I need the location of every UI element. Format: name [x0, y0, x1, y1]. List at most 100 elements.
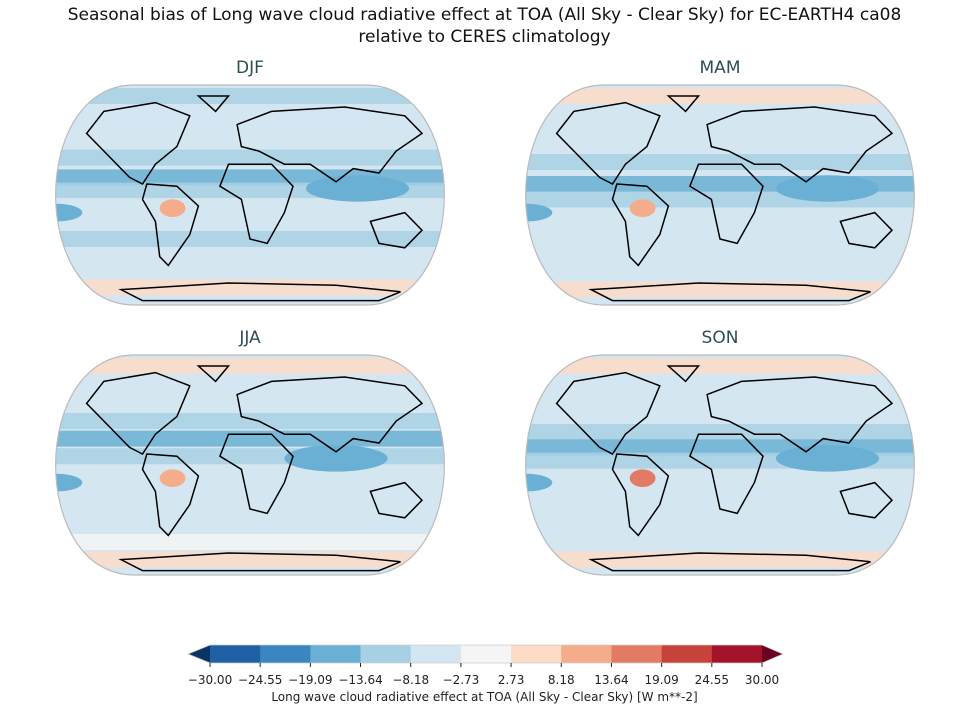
- coastline: [236, 106, 424, 183]
- coastline: [555, 371, 661, 455]
- field-band: [525, 358, 915, 374]
- coastline: [588, 282, 871, 302]
- map-border: [525, 354, 915, 576]
- coastline: [236, 376, 424, 453]
- field-anomaly: [284, 445, 388, 472]
- colorbar-segment: [310, 645, 362, 663]
- field-band: [525, 88, 915, 104]
- colorbar-segment: [410, 645, 462, 663]
- colorbar-tick-label: 24.55: [694, 673, 729, 687]
- field-anomaly: [775, 445, 880, 472]
- field-band: [525, 534, 915, 550]
- field-band: [525, 264, 915, 280]
- coastline: [118, 282, 401, 302]
- colorbar-segment: [661, 645, 713, 663]
- field-anomaly: [629, 199, 656, 217]
- coastline: [196, 365, 231, 383]
- colorbar: [186, 644, 785, 667]
- field-band: [525, 470, 915, 487]
- coastline: [218, 163, 294, 245]
- coastline: [118, 552, 401, 572]
- coastline: [611, 453, 670, 537]
- coastline: [141, 453, 200, 537]
- field-band: [55, 448, 445, 465]
- field-band: [55, 132, 445, 148]
- colorbar-tick-label: 19.09: [644, 673, 679, 687]
- coastline: [85, 371, 191, 455]
- field-band: [55, 391, 445, 407]
- field-band: [525, 176, 915, 192]
- field-anomaly: [629, 469, 656, 488]
- panel-title-jja: JJA: [239, 328, 261, 348]
- coastline: [196, 95, 231, 113]
- colorbar-segment: [511, 645, 562, 663]
- field-band: [525, 209, 915, 225]
- colorbar-tick-label: −19.09: [288, 673, 333, 687]
- coastline: [688, 433, 764, 515]
- field-anomaly: [775, 175, 880, 202]
- colorbar-segment: [360, 645, 412, 663]
- colorbar-segment: [460, 645, 512, 663]
- colorbar-tick-label: 8.18: [547, 673, 575, 687]
- coastline: [588, 552, 871, 572]
- figure-title-line1: Seasonal bias of Long wave cloud radiati…: [67, 5, 902, 25]
- colorbar-segment: [611, 645, 663, 663]
- map-panel-djf: [55, 84, 445, 306]
- field-band: [55, 182, 445, 199]
- coastline: [666, 95, 701, 113]
- coastline: [555, 101, 661, 185]
- panel-title-mam: MAM: [699, 58, 741, 78]
- field-anomaly: [305, 175, 410, 202]
- field-band: [55, 534, 445, 550]
- colorbar-segment: [210, 645, 261, 663]
- colorbar-tick-label: −24.55: [237, 673, 283, 687]
- field-band: [525, 235, 915, 252]
- map-panel-jja: [55, 354, 445, 576]
- colorbar-tick-label: −8.18: [392, 673, 430, 687]
- coastline: [85, 101, 191, 185]
- map-panel-mam: [525, 84, 915, 306]
- field-band: [55, 430, 445, 447]
- field-band: [55, 468, 445, 484]
- field-band: [525, 391, 915, 407]
- colorbar-extend-low: [188, 645, 210, 663]
- field-band: [55, 149, 445, 166]
- field-band: [55, 198, 445, 214]
- colorbar-label: Long wave cloud radiative effect at TOA …: [271, 690, 698, 704]
- colorbar-segment: [711, 645, 763, 663]
- map-border: [55, 354, 445, 576]
- field-band: [55, 413, 445, 429]
- field-band: [525, 154, 915, 170]
- figure-title-line2: relative to CERES climatology: [358, 27, 611, 47]
- colorbar-tick-label: −13.64: [338, 673, 383, 687]
- coastline: [218, 433, 294, 515]
- field-band: [525, 121, 915, 137]
- field-anomaly: [159, 199, 186, 217]
- colorbar-tick-label: −30.00: [187, 673, 233, 687]
- colorbar-segment: [260, 645, 311, 663]
- field-band: [55, 88, 445, 104]
- field-band: [55, 279, 445, 296]
- colorbar-tick-label: 30.00: [744, 673, 780, 687]
- field-band: [525, 452, 915, 469]
- coastline: [688, 163, 764, 245]
- coastline: [839, 481, 894, 519]
- coastline: [666, 365, 701, 383]
- colorbar-extend-high: [762, 645, 783, 663]
- panel-title-djf: DJF: [236, 58, 264, 78]
- field-anomaly: [159, 469, 186, 488]
- panel-title-son: SON: [701, 328, 739, 348]
- coastline: [369, 211, 424, 249]
- field-band: [55, 358, 445, 374]
- colorbar-tick-label: 2.73: [497, 673, 525, 687]
- coastline: [611, 183, 670, 267]
- map-border: [525, 84, 915, 306]
- colorbar-segment: [561, 645, 612, 663]
- map-border: [55, 84, 445, 306]
- coastline: [706, 376, 894, 453]
- coastline: [369, 481, 424, 519]
- field-band: [525, 424, 915, 440]
- coastline: [839, 211, 894, 249]
- field-band: [55, 257, 445, 274]
